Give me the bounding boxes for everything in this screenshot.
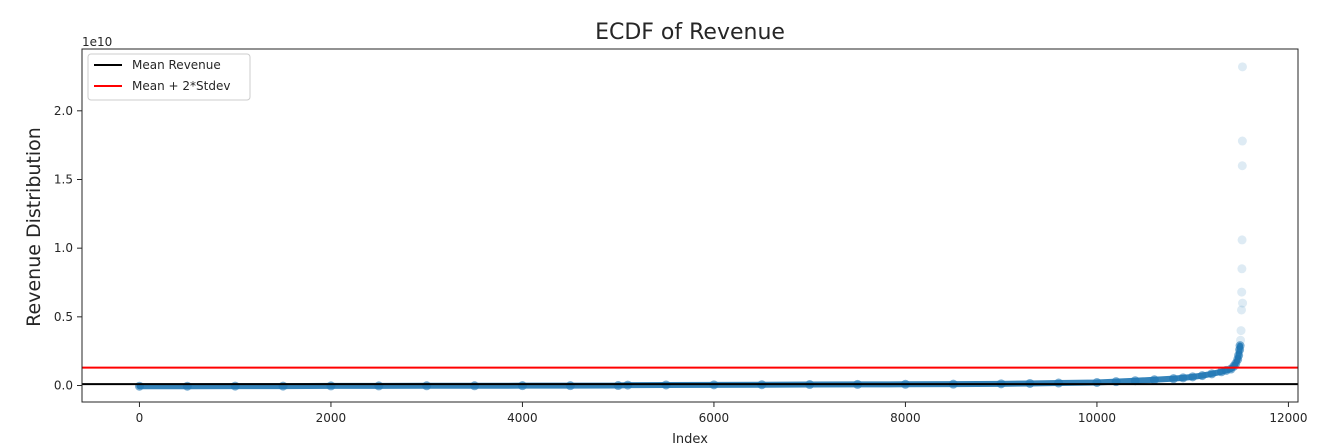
x-tick-label: 10000 [1078,411,1116,425]
x-axis-ticks: 0 2000 4000 6000 8000 10000 12000 [136,402,1308,425]
data-point [517,381,527,391]
y-tick-label: 1.0 [54,241,73,255]
data-point [278,381,288,391]
data-point [1237,62,1247,72]
series-band [136,342,1244,390]
legend-label-mean-plus-2-stdev: Mean + 2*Stdev [132,79,230,93]
x-tick-label: 2000 [316,411,347,425]
data-point [1237,287,1247,297]
y-axis-title: Revenue Distribution [23,127,45,327]
x-tick-label: 0 [136,411,144,425]
data-point [1054,378,1064,388]
data-point [1178,373,1188,383]
data-point [1236,326,1246,336]
x-tick-label: 4000 [507,411,538,425]
data-point [1149,375,1159,385]
data-point [1197,371,1207,381]
legend-box [87,53,251,101]
data-point [326,381,336,391]
y-tick-label: 1.5 [54,172,73,186]
data-point [1237,264,1247,274]
data-point [1237,305,1247,315]
x-axis-title: Index [672,432,708,447]
x-tick-label: 6000 [699,411,730,425]
data-point [470,381,480,391]
y-tick-label: 2.0 [54,104,73,118]
plot-frame [81,48,1299,403]
data-point [1238,298,1248,308]
data-point [565,381,575,391]
legend: Mean Revenue Mean + 2*Stdev [87,53,251,101]
data-point [1235,341,1245,351]
y-tick-label: 0.5 [54,310,73,324]
x-tick-label: 12000 [1269,411,1307,425]
data-point [1237,136,1247,146]
y-scale-label: 1e10 [82,35,112,49]
data-point [374,381,384,391]
data-point [1237,235,1247,245]
x-tick-label: 8000 [890,411,921,425]
data-point [1169,374,1179,384]
chart-title: ECDF of Revenue [595,20,785,45]
data-point [1237,161,1247,171]
y-tick-label: 0.0 [54,379,73,393]
data-point [1092,377,1102,387]
reference-lines [82,366,1298,386]
y-axis-ticks: 0.0 0.5 1.0 1.5 2.0 [54,104,82,393]
data-point [134,381,144,391]
data-point [1236,335,1246,345]
data-point [422,381,432,391]
data-point [1130,376,1140,386]
data-point [1188,372,1198,382]
data-point [1207,369,1217,379]
data-point [182,381,192,391]
data-points [134,62,1248,391]
data-point [230,381,240,391]
data-point [613,381,623,391]
legend-label-mean-revenue: Mean Revenue [132,58,221,72]
